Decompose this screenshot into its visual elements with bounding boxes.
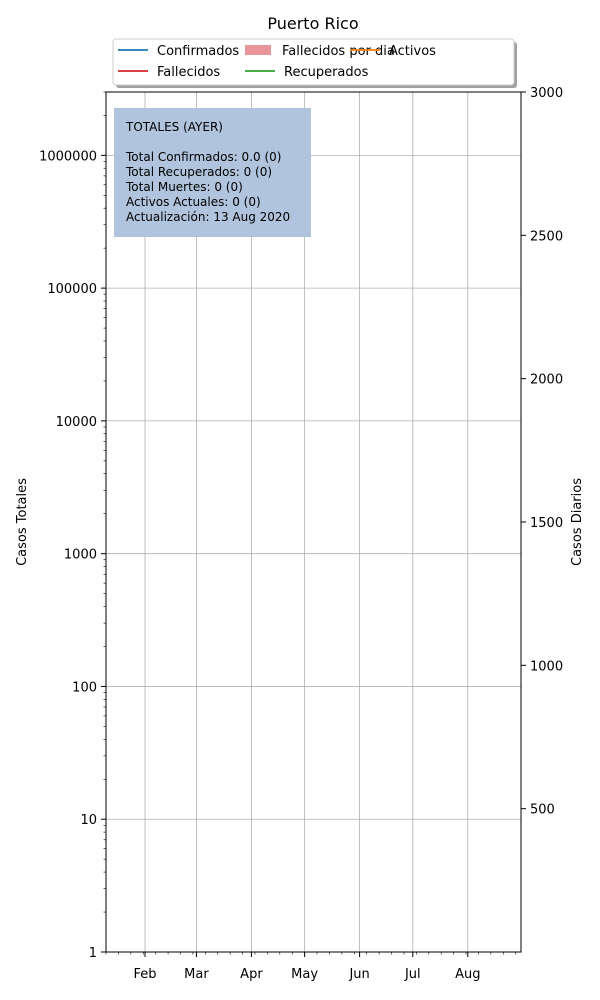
y2-axis-title: Casos Diarios: [570, 478, 585, 566]
totals-annotation-background: [114, 108, 311, 237]
x-tick-label: Jun: [348, 967, 369, 982]
legend-label: Activos: [389, 44, 436, 59]
totals-annotation: TOTALES (AYER) Total Confirmados: 0.0 (0)…: [114, 108, 311, 237]
totals-annotation-line: TOTALES (AYER): [125, 120, 223, 134]
y-tick-label: 100000: [47, 282, 97, 297]
y-axis-right: 500 1000 1500 2000 2500 3000: [521, 86, 563, 818]
legend-swatch: [245, 45, 271, 55]
legend: Confirmados Fallecidos Fallecidos por dia R…: [112, 38, 517, 88]
plot-frame: [105, 91, 522, 953]
legend-label: Fallecidos: [157, 65, 220, 80]
totals-annotation-line: Total Muertes: 0 (0): [125, 180, 243, 194]
y2-tick-label: 1000: [530, 659, 563, 674]
totals-annotation-line: Total Recuperados: 0 (0): [125, 165, 272, 179]
x-tick-label: Apr: [240, 967, 263, 982]
legend-label: Confirmados: [157, 44, 239, 59]
legend-label: Fallecidos por dia: [282, 44, 395, 59]
y-tick-label: 1: [89, 946, 97, 961]
x-tick-label: Mar: [184, 967, 209, 982]
totals-annotation-line: Total Confirmados: 0.0 (0): [125, 150, 281, 164]
totals-annotation-line: Activos Actuales: 0 (0): [126, 195, 261, 209]
y-tick-label: 1000: [64, 548, 97, 563]
y2-tick-label: 2500: [530, 229, 563, 244]
y2-tick-label: 2000: [530, 373, 563, 388]
x-axis: Feb Mar Apr May Jun Jul Aug: [134, 952, 480, 982]
legend-label: Recuperados: [284, 65, 369, 80]
y2-tick-label: 500: [530, 803, 555, 818]
x-tick-label: May: [291, 967, 318, 982]
y-axis-title: Casos Totales: [15, 478, 30, 566]
y-tick-label: 1000000: [39, 149, 97, 164]
y2-tick-label: 3000: [530, 86, 563, 101]
y2-tick-label: 1500: [530, 516, 563, 531]
y-tick-label: 10000: [56, 415, 97, 430]
y-axis-left: 1 10 100 1000 10000 100000 1000000: [39, 149, 106, 961]
y-tick-label: 10: [80, 813, 97, 828]
y-tick-label: 100: [72, 680, 97, 695]
x-tick-label: Jul: [404, 967, 421, 982]
x-tick-label: Feb: [134, 967, 157, 982]
totals-annotation-line: Actualización: 13 Aug 2020: [126, 210, 290, 224]
chart-title: Puerto Rico: [267, 14, 358, 33]
legend-frame: [112, 38, 515, 86]
x-tick-label: Aug: [455, 967, 480, 982]
